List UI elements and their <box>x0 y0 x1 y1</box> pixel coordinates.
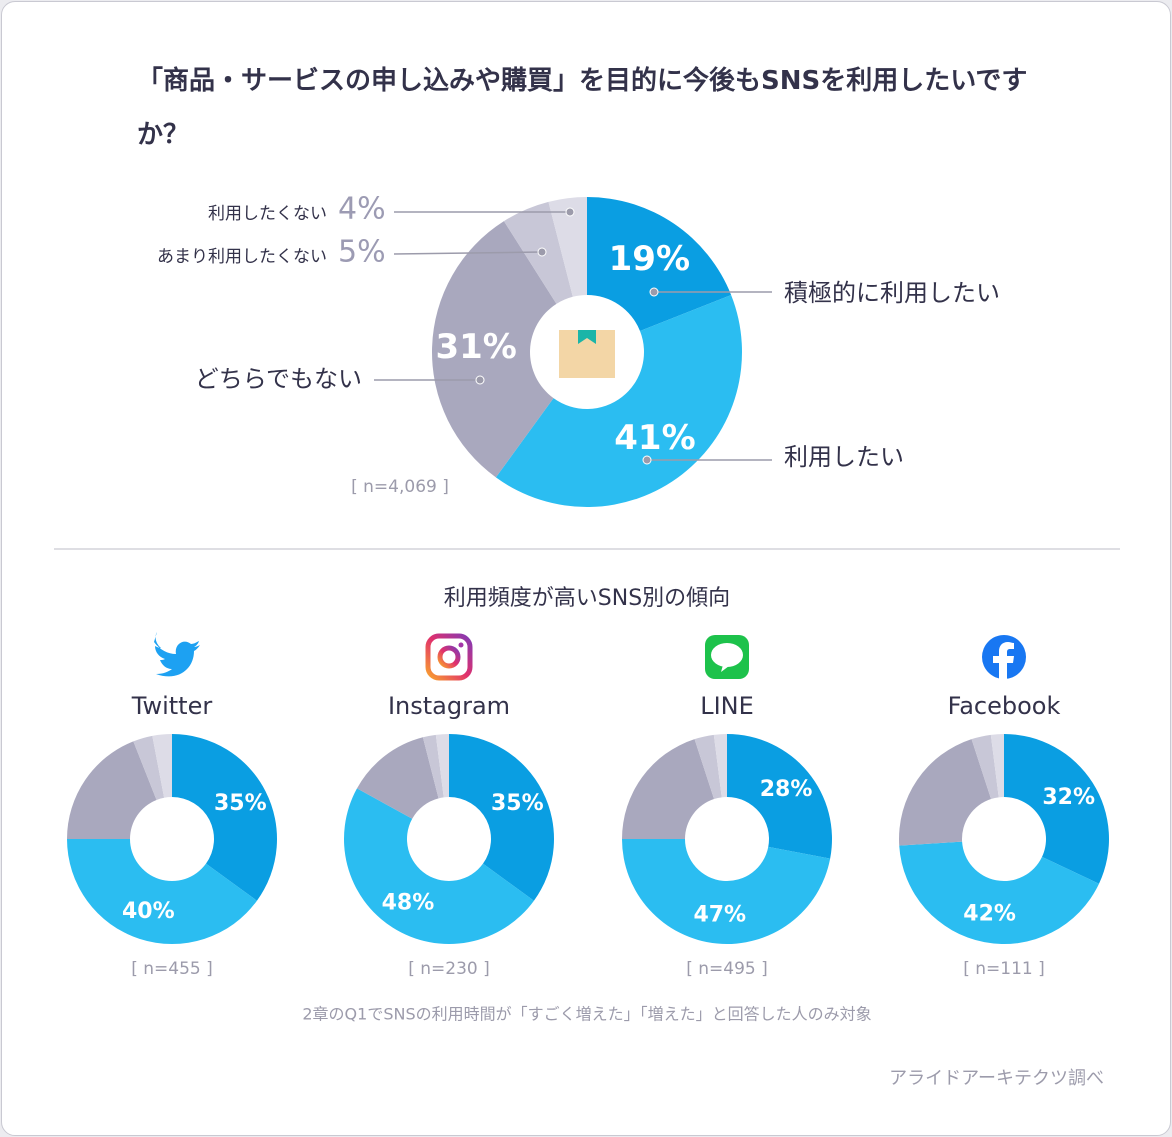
line-icon <box>705 635 749 679</box>
twitter-icon <box>154 632 200 677</box>
value-label: 47% <box>693 902 746 927</box>
value-label: 48% <box>382 891 435 916</box>
donut-segment <box>495 294 742 507</box>
sample-size: [ n=455 ] <box>131 959 213 979</box>
sample-size: [ n=111 ] <box>963 959 1045 979</box>
value-label: 35% <box>214 791 267 816</box>
donut-segment <box>548 197 587 297</box>
value-label: 31% <box>435 327 516 367</box>
donut-segment <box>449 734 555 901</box>
value-label: 32% <box>1042 785 1095 810</box>
value-label: 5% <box>338 235 386 270</box>
chart-title: LINE <box>700 692 754 720</box>
donut-segment <box>727 734 832 859</box>
donut-segment <box>621 739 715 839</box>
chart-title: Facebook <box>948 692 1061 720</box>
donut-segment <box>694 734 722 800</box>
donut-segment <box>67 839 257 945</box>
donut-segment <box>343 788 534 945</box>
donut-segment <box>1004 734 1109 884</box>
instagram-icon <box>425 633 473 681</box>
donut-segment <box>435 734 449 798</box>
leader-dot <box>537 247 547 257</box>
source: アライドアーキテクツ調べ <box>889 1068 1104 1089</box>
chart-title: Twitter <box>131 692 213 720</box>
category-label: 利用したい <box>784 443 904 471</box>
category-label: あまり利用したくない <box>157 247 327 267</box>
value-label: 41% <box>614 418 695 458</box>
value-label: 35% <box>491 791 544 816</box>
title: 「商品・サービスの申し込みや購買」を目的に今後もSNSを利用したいですか？ <box>137 66 1028 150</box>
category-label: 利用したくない <box>208 204 327 224</box>
box-icon <box>559 330 615 378</box>
donut-segment <box>356 737 439 819</box>
donut-segment <box>622 839 831 944</box>
donut-segment <box>587 197 732 332</box>
donut-segment <box>990 734 1004 798</box>
donut-segment <box>152 734 172 798</box>
donut-segment <box>898 739 992 846</box>
footnote: 2章のQ1でSNSの利用時間が「すごく増えた」「増えた」と回答した人のみ対象 <box>302 1005 871 1024</box>
value-label: 4% <box>338 192 386 227</box>
category-label: 積極的に利用したい <box>784 279 1000 307</box>
donut-segment <box>713 734 727 798</box>
value-label: 28% <box>760 777 813 802</box>
sample-size: [ n=495 ] <box>686 959 768 979</box>
sample-size: [ n=4,069 ] <box>351 477 449 497</box>
donut-segment <box>899 841 1100 944</box>
donut-segment <box>971 734 999 800</box>
leader-line <box>393 251 543 255</box>
donut-segment <box>133 735 165 800</box>
leader-dot <box>475 375 485 385</box>
leader-dot <box>649 287 659 297</box>
chart-title: Instagram <box>388 692 510 720</box>
donut-segment <box>172 734 278 901</box>
value-label: 42% <box>963 901 1016 926</box>
donut-segment <box>422 734 444 799</box>
category-label: どちらでもない <box>195 365 362 393</box>
subtitle: 利用頻度が高いSNS別の傾向 <box>444 586 730 611</box>
donut-segment <box>431 221 557 478</box>
facebook-icon <box>982 635 1026 679</box>
value-label: 19% <box>609 239 690 279</box>
sample-size: [ n=230 ] <box>408 959 490 979</box>
value-label: 40% <box>122 899 175 924</box>
leader-dot <box>642 455 652 465</box>
donut-segment <box>67 741 157 839</box>
leader-dot <box>565 207 575 217</box>
